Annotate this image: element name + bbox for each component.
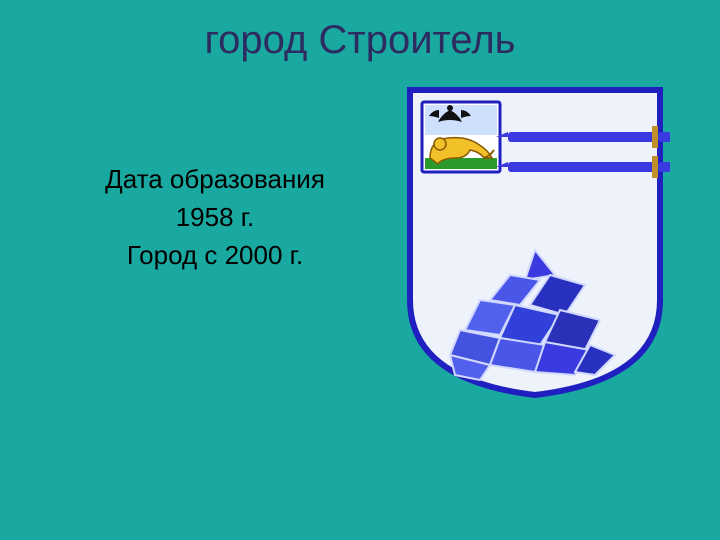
line-founded-label: Дата образования (40, 163, 390, 197)
info-text: Дата образования 1958 г. Город с 2000 г. (40, 123, 390, 276)
line-founded-year: 1958 г. (40, 201, 390, 235)
page-title: город Строитель (0, 0, 720, 63)
shield-svg (400, 80, 670, 400)
line-city-since: Город с 2000 г. (40, 239, 390, 273)
coat-of-arms (400, 80, 670, 405)
canton-sky (425, 105, 497, 135)
